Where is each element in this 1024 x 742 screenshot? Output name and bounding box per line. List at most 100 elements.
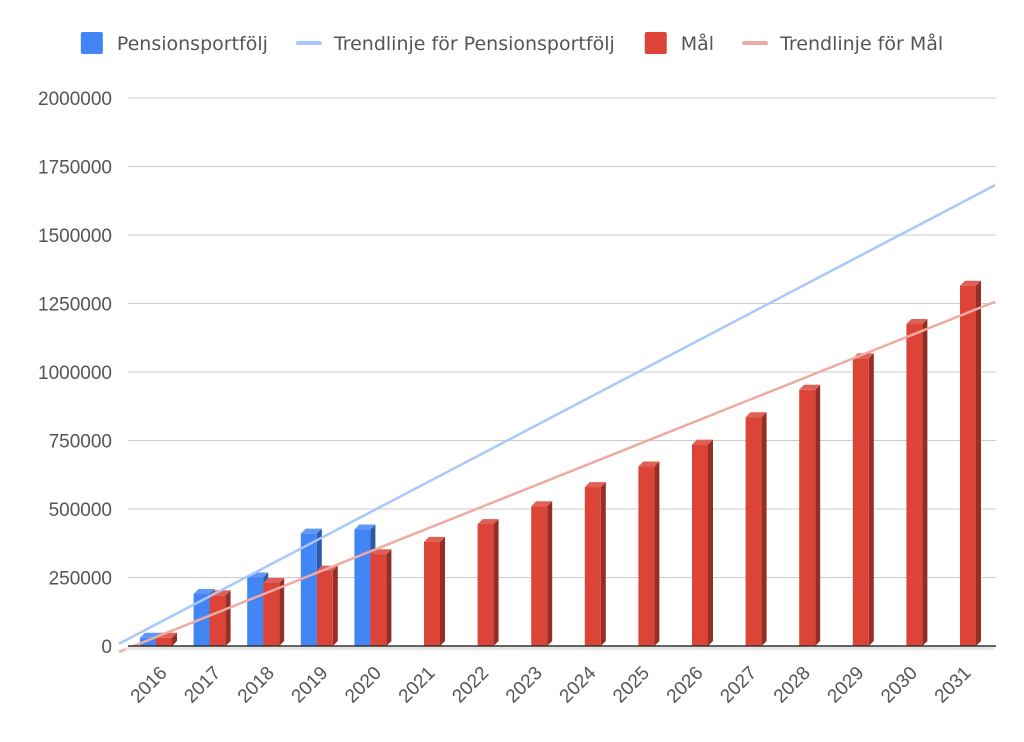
- bar-top: [799, 384, 821, 390]
- y-tick-label: 250000: [49, 569, 112, 590]
- trendline: [118, 300, 996, 653]
- bar: [477, 519, 499, 646]
- x-tick-label: 2016: [127, 663, 172, 708]
- x-tick-label: 2024: [556, 662, 601, 707]
- bar-front: [263, 582, 280, 646]
- y-tick-label: 1000000: [38, 363, 112, 384]
- bar-side: [922, 319, 928, 646]
- bar-front: [300, 533, 317, 646]
- x-tick-label: 2020: [341, 663, 386, 708]
- bar: [370, 549, 392, 646]
- bar-front: [424, 541, 440, 646]
- gridlines: [128, 97, 996, 578]
- bar-side: [440, 536, 445, 646]
- bar-top: [692, 439, 713, 445]
- x-tick-label: 2027: [716, 663, 761, 708]
- x-tick-label: 2018: [234, 663, 279, 708]
- bar-side: [172, 632, 177, 646]
- bar-side: [708, 439, 713, 646]
- bar-front: [156, 637, 172, 646]
- bar-front: [209, 595, 226, 646]
- bar-side: [279, 577, 285, 646]
- bar-side: [868, 353, 874, 646]
- trendlines: [118, 184, 996, 653]
- bar-front: [531, 506, 548, 646]
- x-tick-label: 2030: [877, 663, 922, 708]
- bar-side: [225, 590, 231, 646]
- y-tick-label: 2000000: [38, 89, 112, 110]
- legend-label: Mål: [681, 32, 714, 55]
- x-tick-label: 2023: [502, 663, 547, 708]
- x-tick-label: 2026: [663, 663, 708, 708]
- legend-swatch: [80, 32, 103, 54]
- bar-side: [815, 384, 821, 646]
- bar-top: [584, 482, 606, 488]
- legend-label: Trendlinje för Mål: [779, 32, 943, 55]
- y-tick-label: 0: [101, 637, 112, 658]
- legend-swatch: [644, 32, 667, 54]
- bar: [638, 461, 660, 646]
- bar-top: [960, 280, 981, 286]
- bar-side: [600, 482, 606, 646]
- y-tick-label: 750000: [49, 432, 112, 453]
- bar: [745, 412, 767, 646]
- bar: [424, 536, 445, 646]
- bar-side: [386, 549, 392, 646]
- y-tick-label: 500000: [49, 500, 112, 521]
- bar-front: [316, 570, 333, 646]
- legend: Pensionsportfölj Trendlinje för Pensionsp…: [80, 32, 943, 55]
- y-tick-label: 1250000: [38, 295, 112, 316]
- bar-top: [906, 319, 928, 325]
- bar: [692, 439, 713, 646]
- bar-top: [745, 412, 767, 418]
- bar-side: [332, 565, 338, 646]
- bars: [140, 280, 981, 646]
- bar-front: [370, 554, 387, 646]
- bar-top: [193, 588, 215, 594]
- bar-front: [247, 577, 264, 646]
- x-tick-label: 2025: [609, 663, 654, 708]
- x-tick-label: 2021: [395, 663, 440, 708]
- bar-front: [584, 487, 601, 646]
- bar-side: [493, 519, 499, 646]
- y-tick-label: 1500000: [38, 226, 112, 247]
- bar: [906, 319, 928, 646]
- legend-label: Trendlinje för Pensionsportfölj: [333, 33, 615, 55]
- bar-front: [140, 637, 156, 646]
- y-axis-ticks: 0 250000 500000 750000 1000000 1250000 1500000…: [38, 89, 112, 658]
- bar-top: [354, 524, 376, 530]
- x-axis: [124, 645, 996, 650]
- bar-front: [799, 389, 816, 646]
- bar-side: [654, 461, 660, 646]
- x-tick-label: 2022: [448, 663, 493, 708]
- bar-front: [852, 358, 869, 646]
- bar-front: [477, 524, 494, 646]
- bar-front: [692, 444, 708, 646]
- x-axis-ticks: 2016 2017 2018 2019 2020 2021 2022 2023 2024 2025…: [127, 662, 976, 707]
- x-tick-label: 2029: [824, 663, 869, 708]
- bar: [852, 353, 874, 646]
- bar-front: [906, 324, 923, 646]
- bar: [209, 590, 231, 646]
- y-tick-label: 1750000: [38, 158, 112, 179]
- bar-top: [638, 461, 660, 467]
- trendline: [118, 184, 996, 645]
- bar-top: [477, 519, 499, 525]
- bar-front: [354, 529, 371, 646]
- x-tick-label: 2028: [770, 663, 815, 708]
- bar: [316, 565, 338, 646]
- floor: [124, 646, 996, 650]
- bar-side: [761, 412, 767, 646]
- x-tick-label: 2019: [288, 663, 333, 708]
- bar: [263, 577, 285, 646]
- bar-side: [976, 280, 981, 646]
- bar: [960, 280, 981, 646]
- legend-label: Pensionsportfölj: [117, 33, 268, 55]
- bar-front: [960, 285, 976, 646]
- bar: [531, 501, 553, 646]
- x-tick-label: 2031: [931, 663, 976, 708]
- bar-side: [547, 501, 553, 646]
- bar-top: [424, 536, 445, 542]
- bar-front: [745, 417, 762, 646]
